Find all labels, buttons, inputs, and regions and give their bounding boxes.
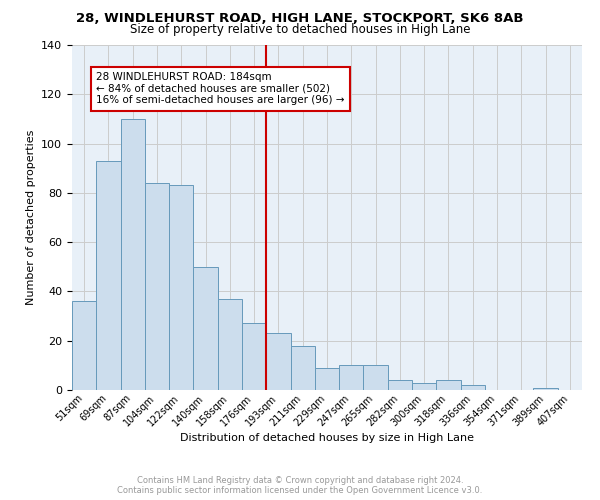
Bar (364, 366, 388, 390)
Text: 28, WINDLEHURST ROAD, HIGH LANE, STOCKPORT, SK6 8AB: 28, WINDLEHURST ROAD, HIGH LANE, STOCKPO… (76, 12, 524, 26)
Bar (242, 324, 266, 390)
Text: 28 WINDLEHURST ROAD: 184sqm
← 84% of detached houses are smaller (502)
16% of se: 28 WINDLEHURST ROAD: 184sqm ← 84% of det… (96, 72, 345, 106)
Bar (412, 382, 436, 390)
Bar (436, 380, 461, 390)
X-axis label: Distribution of detached houses by size in High Lane: Distribution of detached houses by size … (180, 433, 474, 443)
Bar (388, 380, 412, 390)
Y-axis label: Number of detached properties: Number of detached properties (26, 130, 35, 305)
Bar (533, 388, 558, 390)
Bar (339, 366, 364, 390)
Bar (121, 119, 145, 390)
Bar (72, 302, 96, 390)
Bar (96, 161, 121, 390)
Text: Contains HM Land Registry data © Crown copyright and database right 2024.
Contai: Contains HM Land Registry data © Crown c… (118, 476, 482, 495)
Bar (169, 186, 193, 390)
Bar (315, 368, 339, 390)
Text: Size of property relative to detached houses in High Lane: Size of property relative to detached ho… (130, 22, 470, 36)
Bar (266, 334, 290, 390)
Bar (218, 299, 242, 390)
Bar (193, 267, 218, 390)
Bar (461, 385, 485, 390)
Bar (145, 183, 169, 390)
Bar (290, 346, 315, 390)
